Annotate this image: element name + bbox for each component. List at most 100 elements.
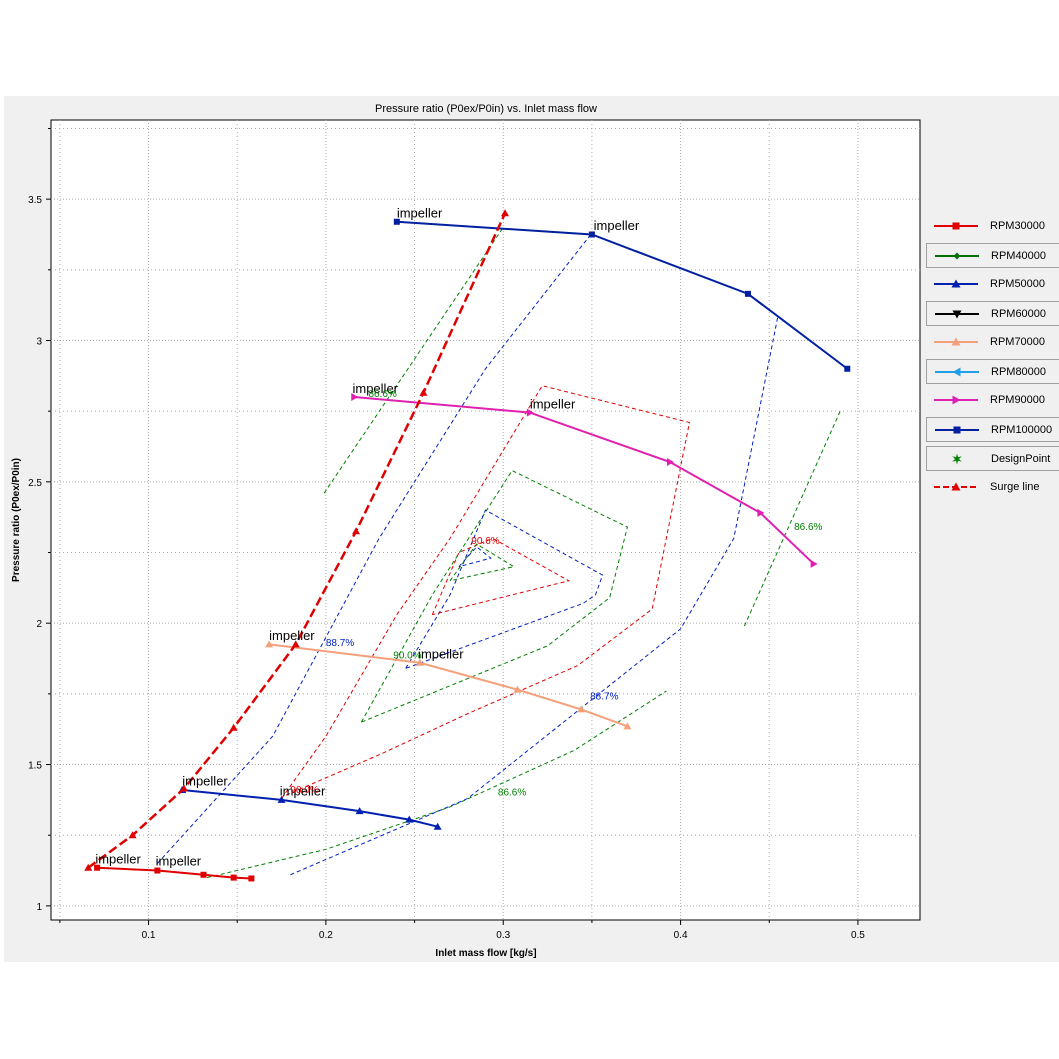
legend-item[interactable]: RPM40000 — [926, 243, 1059, 268]
legend-swatch — [934, 395, 978, 405]
data-point — [200, 871, 207, 878]
data-point — [757, 508, 765, 517]
data-point — [577, 705, 586, 713]
surge-point — [291, 640, 300, 648]
x-tick-label: 0.1 — [142, 930, 156, 941]
efficiency-contour-line — [431, 537, 571, 616]
axes: 0.1 0.2 0.3 0.4 0.5 1 1.5 2 2.5 3 3.5 — [28, 127, 865, 941]
y-tick-label: 1 — [36, 902, 42, 913]
surge-point — [128, 831, 137, 839]
x-tick-label: 0.5 — [851, 930, 865, 941]
data-point — [265, 640, 274, 648]
data-point — [666, 458, 674, 467]
y-tick-label: 3.5 — [28, 195, 42, 206]
x-tick-label: 0.2 — [319, 930, 333, 941]
legend-label: RPM90000 — [990, 394, 1046, 406]
surge-point — [84, 863, 93, 871]
legend-marker — [952, 453, 962, 465]
contour-label: 88.7% — [590, 692, 618, 703]
plot-background — [50, 119, 921, 921]
legend-label: RPM100000 — [991, 424, 1053, 436]
legend-item[interactable]: RPM100000 — [926, 417, 1059, 442]
efficiency-contour-line — [157, 232, 593, 864]
legend-item[interactable]: RPM70000 — [926, 330, 1059, 355]
contour-label: 90.0% — [290, 785, 318, 796]
data-point — [744, 290, 751, 297]
legend-swatch — [952, 453, 962, 465]
y-tick-label: 2 — [36, 619, 42, 630]
x-axis-label: Inlet mass flow [kg/s] — [435, 948, 536, 959]
contour-label: 86.6% — [498, 788, 526, 799]
legend-swatch — [934, 222, 978, 230]
legend-item[interactable]: RPM90000 — [926, 388, 1059, 413]
data-point — [277, 795, 286, 803]
point-annotation: impeller — [182, 774, 228, 789]
data-point — [526, 408, 534, 417]
data-point — [433, 822, 442, 830]
y-tick-label: 1.5 — [28, 761, 42, 772]
legend-label: RPM40000 — [991, 250, 1047, 262]
legend-label: RPM80000 — [991, 366, 1047, 378]
legend-swatch — [934, 279, 978, 288]
legend-label: RPM70000 — [990, 336, 1046, 348]
y-axis-label: Pressure ratio (P0ex/P0in) — [11, 458, 22, 582]
legend-label: Surge line — [990, 481, 1040, 493]
legend-item[interactable]: DesignPoint — [926, 446, 1059, 471]
y-tick-label: 3 — [36, 336, 42, 347]
data-point — [415, 658, 424, 666]
data-point — [154, 867, 161, 874]
legend-item[interactable]: RPM60000 — [926, 301, 1059, 326]
legend-label: RPM60000 — [991, 308, 1047, 320]
surge-point — [180, 784, 189, 792]
data-point — [810, 559, 818, 568]
legend-label: DesignPoint — [991, 453, 1051, 465]
chart-title: Pressure ratio (P0ex/P0in) vs. Inlet mas… — [375, 103, 597, 115]
data-point — [513, 685, 522, 693]
data-point — [623, 722, 632, 730]
efficiency-contour-line — [323, 227, 504, 494]
legend-swatch — [935, 252, 979, 260]
legend-item[interactable]: RPM80000 — [926, 359, 1059, 384]
point-annotation: impeller — [530, 396, 576, 411]
legend-item[interactable]: RPM50000 — [926, 272, 1059, 297]
efficiency-contour-line — [449, 543, 516, 582]
efficiency-contours — [157, 227, 841, 879]
annotations: impeller impeller impeller impeller impeller… — [95, 206, 822, 869]
legend-item[interactable]: RPM30000 — [926, 214, 1059, 239]
legend-swatch — [935, 310, 979, 319]
x-tick-label: 0.4 — [674, 930, 688, 941]
point-annotation: impeller — [156, 853, 202, 868]
surge-line — [87, 212, 507, 869]
point-annotation: impeller — [418, 647, 464, 662]
legend-swatch — [934, 337, 978, 346]
efficiency-contour-line — [290, 314, 779, 876]
data-point — [351, 393, 359, 402]
legend-marker — [952, 222, 960, 230]
efficiency-contour-line — [206, 690, 667, 879]
data-point — [405, 815, 414, 823]
legend-item[interactable]: Surge line — [926, 475, 1059, 500]
x-tick-label: 0.3 — [496, 930, 510, 941]
point-annotation: impeller — [352, 381, 398, 396]
legend-marker — [951, 337, 961, 346]
contour-label: 90.0% — [393, 651, 421, 662]
surge-point — [229, 723, 238, 731]
surge-point — [419, 388, 428, 396]
surge-point — [501, 209, 510, 217]
legend: RPM30000 RPM40000 RPM50000 RPM60000 RPM70000… — [926, 214, 1059, 504]
legend-swatch — [935, 367, 979, 377]
point-annotation: impeller — [269, 628, 315, 643]
legend-marker — [953, 252, 961, 260]
contour-label: 90.6% — [471, 536, 499, 547]
contour-label: 86.6% — [794, 522, 822, 533]
y-tick-label: 2.5 — [28, 478, 42, 489]
legend-swatch — [935, 426, 979, 434]
data-point — [844, 365, 851, 372]
efficiency-contour-line — [360, 469, 628, 723]
surge-point — [352, 527, 361, 535]
legend-label: RPM30000 — [990, 220, 1046, 232]
point-annotation: impeller — [594, 218, 640, 233]
efficiency-contour-line — [458, 546, 492, 568]
chart-canvas: impeller impeller impeller impeller impeller… — [11, 103, 921, 959]
efficiency-contour-line — [281, 385, 691, 799]
